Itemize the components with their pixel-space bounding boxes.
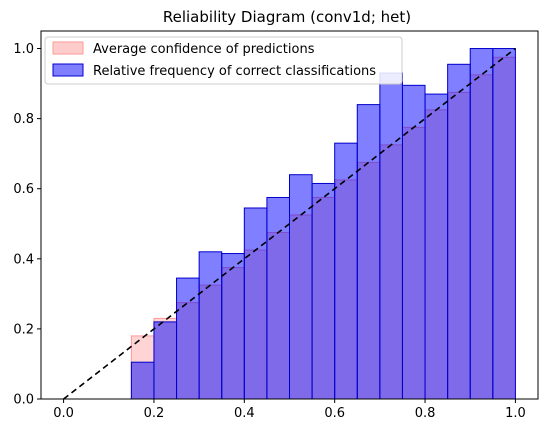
- frequency-bar: [402, 85, 425, 399]
- x-tick-label: 1.0: [505, 406, 526, 421]
- frequency-bar: [380, 73, 403, 399]
- x-tick-label: 0.8: [415, 406, 436, 421]
- y-tick-label: 0.2: [13, 322, 34, 337]
- y-tick-label: 0.8: [13, 112, 34, 127]
- frequency-bar: [335, 143, 358, 399]
- chart-title: Reliability Diagram (conv1d; het): [163, 8, 411, 26]
- y-tick-label: 0.0: [13, 393, 34, 408]
- frequency-bar: [131, 362, 154, 399]
- x-tick-label: 0.4: [234, 406, 255, 421]
- frequency-bar: [425, 94, 448, 399]
- frequency-bar: [267, 197, 290, 399]
- legend-label-confidence: Average confidence of predictions: [93, 42, 315, 57]
- frequency-bar: [312, 183, 335, 399]
- frequency-bar: [177, 278, 200, 399]
- frequency-bar: [493, 49, 516, 399]
- frequency-bar: [244, 208, 267, 399]
- x-tick-label: 0.2: [144, 406, 165, 421]
- frequency-bar: [357, 105, 380, 399]
- y-tick-label: 1.0: [13, 42, 34, 57]
- x-tick-label: 0.0: [53, 406, 74, 421]
- legend-label-frequency: Relative frequency of correct classifica…: [93, 64, 376, 79]
- plot-area: [64, 49, 516, 399]
- y-tick-label: 0.4: [13, 252, 34, 267]
- frequency-bar: [222, 254, 245, 399]
- y-tick-label: 0.6: [13, 182, 34, 197]
- frequency-bar: [448, 64, 471, 399]
- x-tick-label: 0.6: [324, 406, 345, 421]
- frequency-bar: [154, 322, 177, 399]
- frequency-bar: [199, 252, 222, 399]
- legend-swatch-frequency: [53, 64, 83, 76]
- legend: Average confidence of predictions Relati…: [45, 37, 402, 84]
- legend-swatch-confidence: [53, 42, 83, 54]
- frequency-bar: [470, 49, 493, 399]
